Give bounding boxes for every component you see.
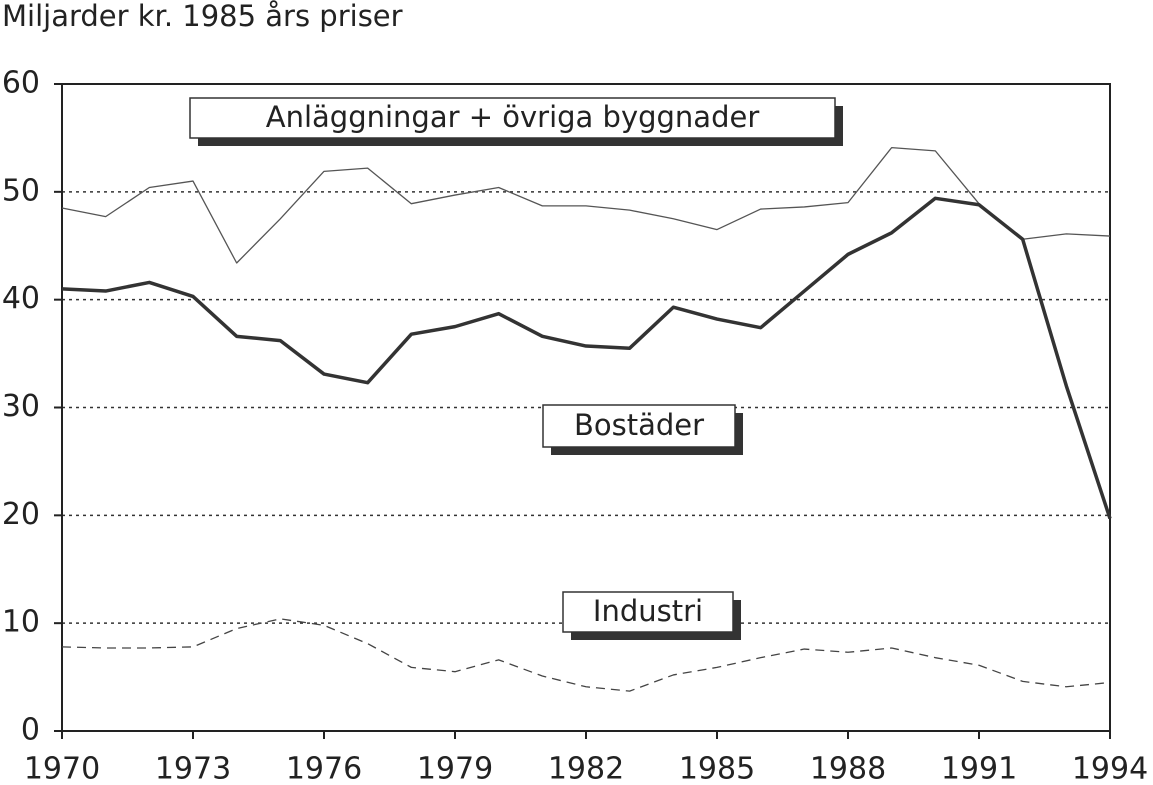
y-tick-label: 0 <box>21 713 40 748</box>
plot-frame <box>61 83 1111 732</box>
series-label: Bostäder <box>574 408 704 442</box>
y-axis-label: Miljarder kr. 1985 års priser <box>2 0 403 33</box>
y-tick-label: 40 <box>2 281 40 316</box>
y-tick-label: 50 <box>2 173 40 208</box>
x-tick-label: 1976 <box>286 752 362 785</box>
x-tick-label: 1994 <box>1072 752 1148 785</box>
series-line <box>61 618 1111 692</box>
x-tick-label: 1973 <box>155 752 231 785</box>
x-tick-label: 1991 <box>941 752 1017 785</box>
label-box <box>189 97 836 139</box>
series-label: Anläggningar + övriga byggnader <box>266 100 760 134</box>
series-line <box>61 146 1111 264</box>
y-tick-label: 10 <box>2 605 40 640</box>
y-tick-label: 30 <box>2 389 40 424</box>
x-tick-label: 1970 <box>24 752 100 785</box>
series-line <box>61 196 1112 520</box>
x-tick-label: 1988 <box>810 752 886 785</box>
series-label: Industri <box>593 594 703 628</box>
x-tick-label: 1982 <box>548 752 624 785</box>
label-box <box>542 404 736 448</box>
x-tick-label: 1979 <box>417 752 493 785</box>
y-tick-label: 60 <box>2 66 40 101</box>
label-box <box>562 591 734 633</box>
y-tick-label: 20 <box>2 497 40 532</box>
x-tick-label: 1985 <box>679 752 755 785</box>
